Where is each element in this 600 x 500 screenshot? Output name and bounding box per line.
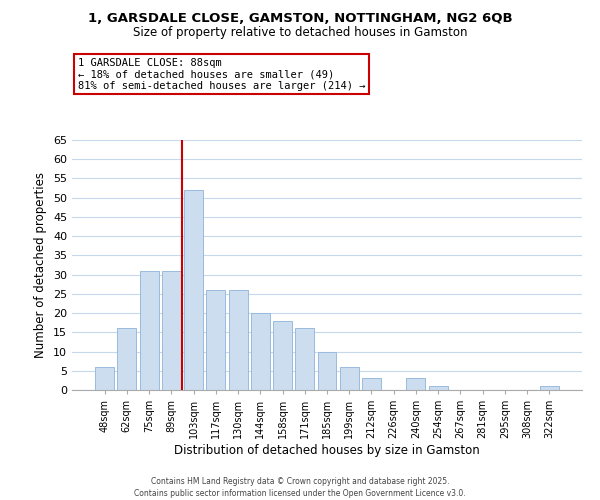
X-axis label: Distribution of detached houses by size in Gamston: Distribution of detached houses by size … [174, 444, 480, 457]
Bar [162, 271, 181, 390]
Bar [118, 328, 136, 390]
Bar [95, 367, 114, 390]
Bar [540, 386, 559, 390]
Bar [340, 367, 359, 390]
Bar [251, 313, 270, 390]
Bar [317, 352, 337, 390]
Bar [429, 386, 448, 390]
Bar [184, 190, 203, 390]
Text: 1, GARSDALE CLOSE, GAMSTON, NOTTINGHAM, NG2 6QB: 1, GARSDALE CLOSE, GAMSTON, NOTTINGHAM, … [88, 12, 512, 26]
Bar [295, 328, 314, 390]
Y-axis label: Number of detached properties: Number of detached properties [34, 172, 47, 358]
Bar [406, 378, 425, 390]
Text: Size of property relative to detached houses in Gamston: Size of property relative to detached ho… [133, 26, 467, 39]
Bar [362, 378, 381, 390]
Bar [273, 321, 292, 390]
Bar [206, 290, 225, 390]
Text: 1 GARSDALE CLOSE: 88sqm
← 18% of detached houses are smaller (49)
81% of semi-de: 1 GARSDALE CLOSE: 88sqm ← 18% of detache… [78, 58, 365, 90]
Bar [140, 271, 158, 390]
Text: Contains HM Land Registry data © Crown copyright and database right 2025.
Contai: Contains HM Land Registry data © Crown c… [134, 476, 466, 498]
Bar [229, 290, 248, 390]
